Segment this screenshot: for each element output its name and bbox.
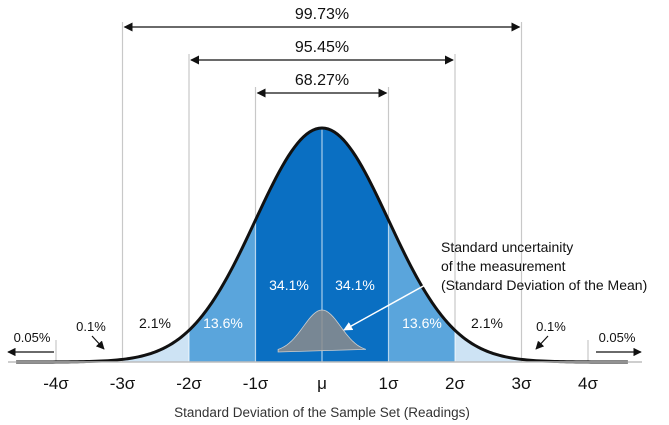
band-label: 34.1% (335, 277, 375, 293)
percentage-ranges: 68.27% 95.45% 99.73% (123, 6, 521, 98)
band-label: 13.6% (203, 315, 243, 331)
annotation-line: of the measurement (441, 258, 566, 274)
band-label: 13.6% (402, 315, 442, 331)
mean-curve-outline (277, 309, 367, 353)
tick-label: μ (317, 374, 327, 393)
normal-curve (16, 126, 628, 364)
mean-curve-shape (278, 310, 366, 352)
sigma-gridlines (55, 22, 589, 362)
band-area-5 (455, 330, 522, 362)
band-area-4 (122, 330, 189, 362)
annotation: Standard uncertainity of the measurement (… (343, 239, 647, 331)
tick-label: -4σ (43, 374, 69, 393)
x-axis-title: Standard Deviation of the Sample Set (Re… (174, 405, 470, 420)
band-label: 0.05% (14, 330, 51, 345)
band-labels: 34.1% 34.1% 13.6% 13.6% 2.1% 2.1% 0.1% 0.1% 0.05… (7, 277, 642, 357)
band-label: 0.1% (76, 319, 106, 334)
annotation-line: Standard uncertainity (441, 239, 573, 255)
annotation-arrow (343, 278, 437, 331)
tick-label: -3σ (110, 374, 136, 393)
band-label: 0.05% (599, 330, 636, 345)
tick-label: -1σ (243, 374, 269, 393)
tick-label: -2σ (176, 374, 202, 393)
range-label: 95.45% (295, 39, 349, 56)
band-label: 2.1% (139, 315, 171, 331)
band-label: 2.1% (471, 315, 503, 331)
band-label: 0.1% (536, 319, 566, 334)
tick-label: 1σ (379, 374, 399, 393)
curve-layer (16, 126, 628, 364)
tail-arrow-left (91, 335, 105, 350)
tick-label: 4σ (578, 374, 598, 393)
range-label: 99.73% (295, 6, 349, 23)
mean-uncertainty-curve (277, 309, 367, 353)
tail-arrow-right (535, 335, 549, 350)
x-axis: -4σ -3σ -2σ -1σ μ 1σ 2σ 3σ 4σ Standard Deviation … (8, 361, 642, 420)
band-label: 34.1% (269, 277, 309, 293)
tick-label: 2σ (445, 374, 465, 393)
tick-label: 3σ (512, 374, 532, 393)
range-label: 68.27% (295, 72, 349, 89)
annotation-line: (Standard Deviation of the Mean) (441, 277, 647, 293)
